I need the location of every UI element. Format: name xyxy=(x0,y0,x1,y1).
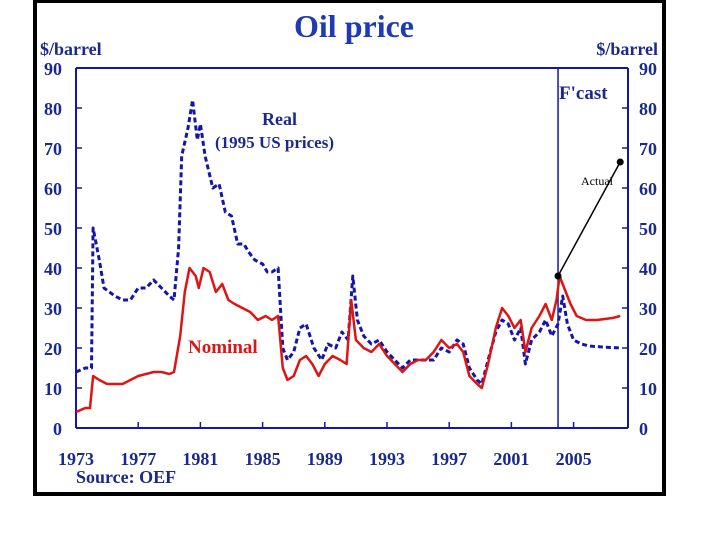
y-tick-label-left: 50 xyxy=(44,219,62,239)
y-tick-label-left: 80 xyxy=(44,99,62,119)
x-tick-label: 1985 xyxy=(245,449,281,469)
y-tick-label-right: 80 xyxy=(639,99,657,119)
actual-pointer-end-dot xyxy=(616,158,624,166)
y-tick-label-right: 0 xyxy=(639,419,648,439)
x-tick-label: 2001 xyxy=(493,449,529,469)
y-tick-label-left: 20 xyxy=(44,339,62,359)
actual-pointer xyxy=(554,158,624,280)
y-tick-label-left: 40 xyxy=(44,259,62,279)
y-tick-label-right: 90 xyxy=(639,59,657,79)
y-tick-label-right: 20 xyxy=(639,339,657,359)
y-axis-label-left: $/barrel xyxy=(40,39,102,59)
y-tick-label-right: 30 xyxy=(639,299,657,319)
nominal-price-line xyxy=(75,266,621,414)
x-tick-label: 1977 xyxy=(120,449,156,469)
y-tick-label-right: 70 xyxy=(639,139,657,159)
axes xyxy=(75,67,629,429)
actual-pointer-start-dot xyxy=(554,272,562,280)
nominal-series-label: Nominal xyxy=(188,337,258,358)
y-tick-label-left: 30 xyxy=(44,299,62,319)
chart-frame xyxy=(33,0,666,496)
actual-pointer-line xyxy=(557,161,621,277)
x-tick-label: 1981 xyxy=(182,449,218,469)
y-tick-label-right: 60 xyxy=(639,179,657,199)
x-tick-label: 1989 xyxy=(307,449,343,469)
y-axis-label-right: $/barrel xyxy=(596,39,658,59)
actual-label: Actual xyxy=(581,174,614,188)
y-tick-label-left: 0 xyxy=(53,419,62,439)
x-tick-label: 2005 xyxy=(556,449,592,469)
tick-labels: 0 0 10 10 20 20 30 30 40 40 50 50 60 60 70 70 80 80 90 90 19… xyxy=(44,59,657,469)
real-series-sublabel: (1995 US prices) xyxy=(215,133,334,152)
x-tick-label: 1997 xyxy=(431,449,467,469)
y-tick-label-right: 10 xyxy=(639,379,657,399)
source-note: Source: OEF xyxy=(76,467,176,487)
real-series-label: Real xyxy=(262,109,297,129)
y-tick-label-left: 70 xyxy=(44,139,62,159)
x-tick-label: 1993 xyxy=(369,449,405,469)
y-tick-label-left: 90 xyxy=(44,59,62,79)
chart-title: Oil price xyxy=(294,8,414,44)
forecast-label: F'cast xyxy=(559,83,608,104)
series-layer xyxy=(75,98,621,414)
y-tick-label-left: 10 xyxy=(44,379,62,399)
y-tick-label-right: 50 xyxy=(639,219,657,239)
x-tick-label: 1973 xyxy=(58,449,94,469)
y-tick-label-left: 60 xyxy=(44,179,62,199)
real-price-line xyxy=(75,98,621,386)
y-tick-label-right: 40 xyxy=(639,259,657,279)
